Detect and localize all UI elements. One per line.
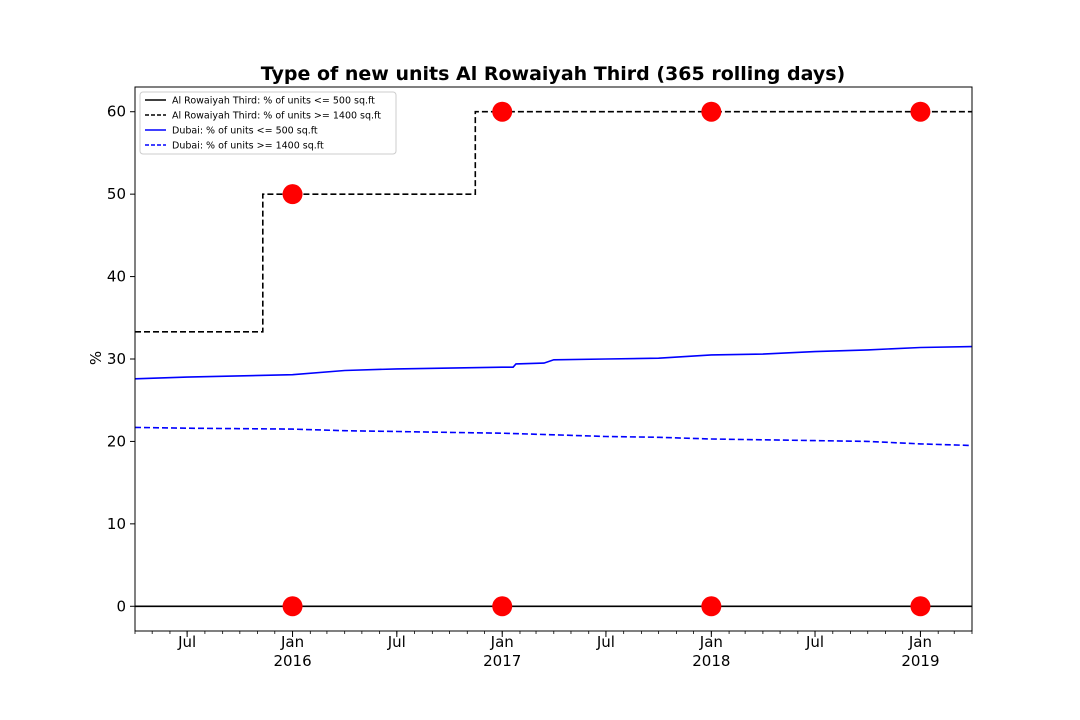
data-marker [910,101,931,122]
x-tick-label: Jul [805,633,824,651]
y-tick-label: 60 [107,103,126,121]
data-marker [282,184,303,205]
plot-area [134,101,973,617]
x-tick-label: Jul [387,633,406,651]
y-tick-label: 40 [107,268,126,286]
plot-frame [134,86,973,632]
data-marker [701,596,722,617]
y-axis-label: % [87,351,105,365]
x-tick-label: Jul [596,633,615,651]
x-tick-label: Jan [280,633,304,651]
y-tick-label: 0 [116,597,126,615]
data-marker [282,596,303,617]
x-tick-label: Jan [908,633,932,651]
series-line-2 [135,110,972,333]
data-marker [701,101,722,122]
legend: Al Rowaiyah Third: % of units <= 500 sq.… [139,91,397,155]
y-tick-label: 20 [107,432,126,450]
series-line-3 [134,345,973,380]
data-marker [492,596,513,617]
data-marker [492,101,513,122]
legend-box [139,91,397,155]
legend-label-2: Al Rowaiyah Third: % of units >= 1400 sq… [172,111,381,122]
legend-label-3: Dubai: % of units <= 500 sq.ft [172,126,318,137]
y-tick-label: 10 [107,515,126,533]
x-tick-year-label: 2016 [273,652,311,670]
y-axis: 0 10 20 30 40 50 60 [107,103,135,615]
x-tick-year-label: 2017 [483,652,521,670]
x-tick-year-label: 2018 [692,652,730,670]
x-tick-year-label: 2019 [901,652,939,670]
x-tick-label: Jan [699,633,723,651]
legend-label-4: Dubai: % of units >= 1400 sq.ft [172,141,324,152]
x-tick-label: Jul [177,633,196,651]
series-line-4 [134,426,973,447]
x-tick-label: Jan [490,633,514,651]
data-marker [910,596,931,617]
y-tick-label: 50 [107,185,126,203]
chart-title: Type of new units Al Rowaiyah Third (365… [261,63,846,85]
y-tick-label: 30 [107,350,126,368]
legend-label-1: Al Rowaiyah Third: % of units <= 500 sq.… [172,96,375,107]
